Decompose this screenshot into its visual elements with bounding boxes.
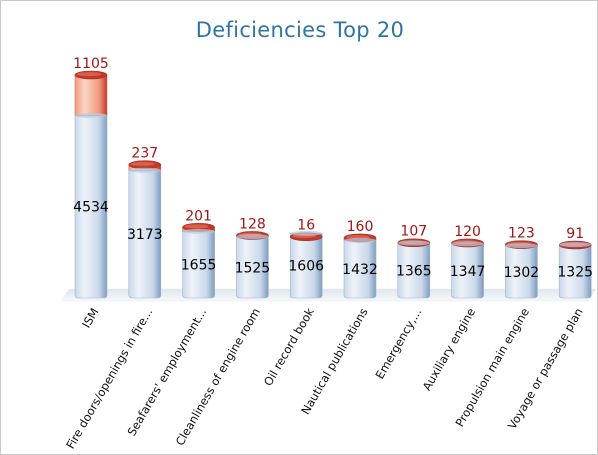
bar-base-cap <box>75 112 107 118</box>
bar-base-segment <box>74 115 108 299</box>
category-label: Oil record book <box>261 305 317 388</box>
bar-base-segment <box>558 244 592 299</box>
base-value-label: 3173 <box>127 227 163 243</box>
top-value-label: 237 <box>131 146 158 162</box>
top-value-label: 16 <box>297 218 315 234</box>
bar-cap-highlight <box>130 161 155 166</box>
top-value-label: 120 <box>454 224 481 240</box>
top-value-label: 91 <box>566 226 584 242</box>
bar-base-cap <box>451 241 484 247</box>
bar-base-segment <box>182 231 215 299</box>
bar-base-segment <box>128 169 162 299</box>
bar-base-segment <box>289 233 323 299</box>
bar-base-cap <box>397 240 430 246</box>
bar-top-segment <box>74 74 108 116</box>
bar-cap-highlight <box>184 224 209 229</box>
base-value-label: 1655 <box>181 258 217 274</box>
category-label: ISM <box>79 306 101 331</box>
base-value-label: 1302 <box>504 265 540 281</box>
bar-base-cap <box>290 230 323 236</box>
category-label: Emergency,... <box>373 306 425 382</box>
bar-base-cap <box>182 228 215 234</box>
base-value-label: 1606 <box>288 259 324 275</box>
top-value-label: 160 <box>347 219 374 235</box>
bar-base-cap <box>236 234 269 240</box>
bar-base-segment <box>505 245 538 299</box>
bar-base-cap <box>344 237 376 243</box>
chart-title: Deficiencies Top 20 <box>195 18 405 42</box>
base-value-label: 1347 <box>450 264 486 280</box>
top-value-label: 201 <box>185 208 212 224</box>
bar-base-cap <box>505 243 538 249</box>
base-value-label: 1432 <box>342 262 378 278</box>
bar-cap-highlight <box>77 72 101 77</box>
base-value-label: 1325 <box>557 264 593 280</box>
base-value-label: 1525 <box>235 260 271 276</box>
top-value-label: 128 <box>239 216 266 232</box>
base-value-label: 1365 <box>396 264 432 280</box>
top-value-label: 123 <box>508 226 535 242</box>
bar-base-cap <box>128 167 161 173</box>
top-value-label: 1105 <box>73 56 109 72</box>
bar-base-cap <box>559 242 592 248</box>
bar-base-segment <box>236 236 269 299</box>
bar-base-segment <box>397 242 431 299</box>
category-label: Auxiliary engine <box>420 305 479 393</box>
base-value-label: 4534 <box>73 200 109 216</box>
bar-base-segment <box>343 240 377 299</box>
bar-base-segment <box>451 243 484 299</box>
top-value-label: 107 <box>400 224 427 240</box>
